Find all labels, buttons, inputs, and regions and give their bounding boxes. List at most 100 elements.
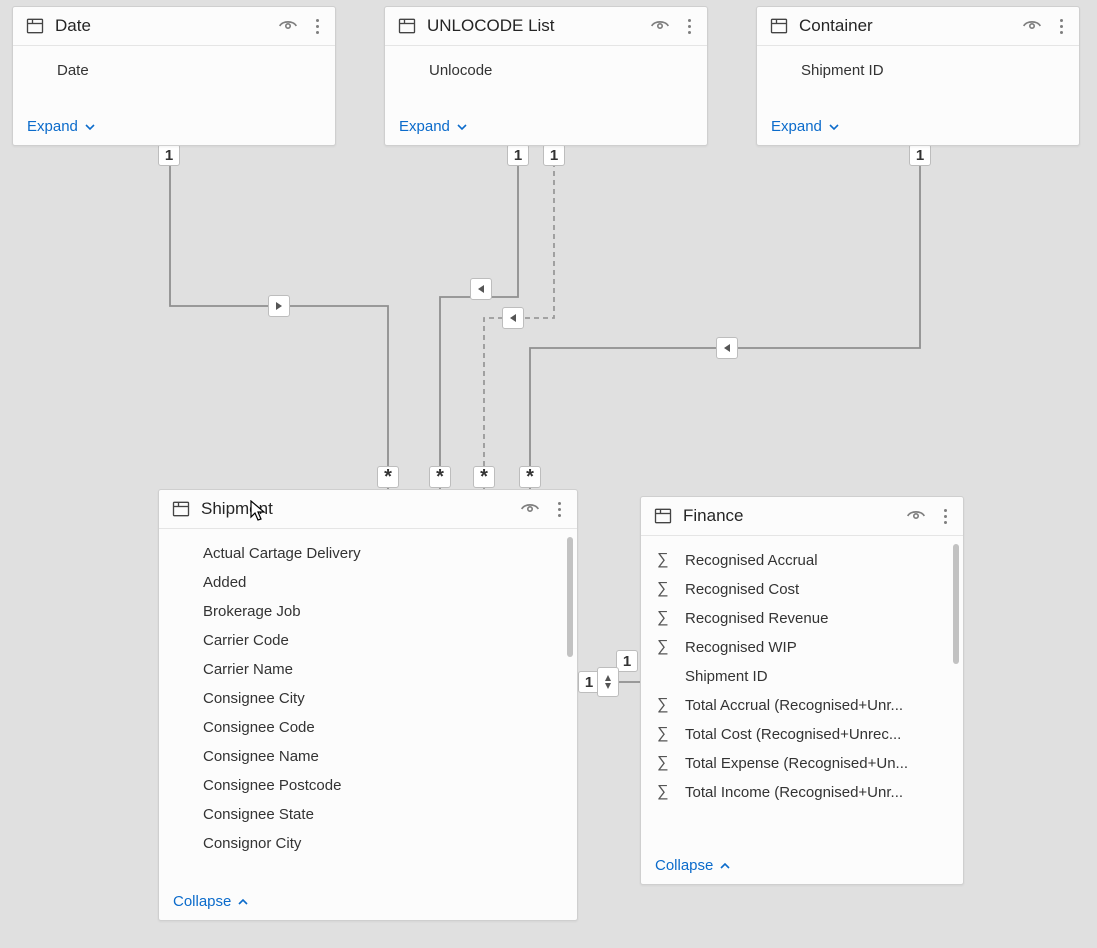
table-header[interactable]: UNLOCODE List [385, 7, 707, 46]
more-options-icon[interactable] [937, 505, 953, 527]
table-icon [171, 499, 191, 519]
more-options-icon[interactable] [551, 498, 567, 520]
field-item[interactable]: Shipment ID [641, 662, 963, 691]
expand-label: Expand [27, 118, 78, 135]
field-item[interactable]: ∑ Recognised Cost [641, 575, 963, 604]
field-item[interactable]: Consignor City [159, 829, 577, 858]
filter-direction[interactable] [716, 337, 738, 359]
chevron-down-icon [456, 121, 468, 133]
table-icon [769, 16, 789, 36]
field-item[interactable]: Date [13, 56, 335, 85]
table-shipment[interactable]: Shipment Actual Cartage Delivery Added Bro… [158, 489, 578, 921]
table-icon [397, 16, 417, 36]
table-header[interactable]: Shipment [159, 490, 577, 529]
cardinality-many: * [429, 466, 451, 488]
field-item[interactable]: Carrier Name [159, 655, 577, 684]
filter-direction[interactable] [470, 278, 492, 300]
field-item[interactable]: ∑ Recognised Accrual [641, 546, 963, 575]
field-item[interactable]: ∑ Total Cost (Recognised+Unrec... [641, 720, 963, 749]
field-item[interactable]: Consignee Name [159, 742, 577, 771]
expand-label: Expand [771, 118, 822, 135]
table-title: Date [55, 16, 267, 36]
field-label: Total Accrual (Recognised+Unr... [685, 697, 903, 714]
field-item[interactable]: Consignee Postcode [159, 771, 577, 800]
field-item[interactable]: Brokerage Job [159, 597, 577, 626]
field-item[interactable]: Actual Cartage Delivery [159, 539, 577, 568]
sigma-icon: ∑ [657, 696, 668, 714]
visibility-icon[interactable] [277, 15, 299, 37]
filter-direction[interactable] [502, 307, 524, 329]
field-item[interactable]: Consignee State [159, 800, 577, 829]
collapse-label: Collapse [173, 893, 231, 910]
table-fields: Unlocode [385, 46, 707, 112]
field-label: Consignee City [203, 690, 305, 707]
sigma-icon: ∑ [657, 551, 668, 569]
table-container[interactable]: Container Shipment ID Expand [756, 6, 1080, 146]
table-title: Finance [683, 506, 895, 526]
sigma-icon: ∑ [657, 609, 668, 627]
field-item[interactable]: Added [159, 568, 577, 597]
field-label: Brokerage Job [203, 603, 301, 620]
field-label: Consignee Postcode [203, 777, 341, 794]
visibility-icon[interactable] [905, 505, 927, 527]
field-item[interactable]: ∑ Recognised Revenue [641, 604, 963, 633]
expand-link[interactable]: Expand [399, 118, 468, 135]
table-header[interactable]: Container [757, 7, 1079, 46]
table-finance[interactable]: Finance ∑ Recognised Accrual ∑ Recognised C… [640, 496, 964, 885]
cardinality-many: * [377, 466, 399, 488]
table-header[interactable]: Date [13, 7, 335, 46]
field-item[interactable]: ∑Total Income (Recognised+Unr... [641, 778, 963, 807]
table-title: Shipment [201, 499, 509, 519]
field-label: Carrier Code [203, 632, 289, 649]
field-label: Actual Cartage Delivery [203, 545, 361, 562]
field-label: Recognised Cost [685, 581, 799, 598]
field-label: Total Cost (Recognised+Unrec... [685, 726, 901, 743]
sigma-icon: ∑ [657, 638, 668, 656]
field-item[interactable]: ∑Recognised WIP [641, 633, 963, 662]
field-label: Consignee State [203, 806, 314, 823]
filter-direction[interactable] [268, 295, 290, 317]
sigma-icon: ∑ [657, 725, 668, 743]
field-label: Recognised Accrual [685, 552, 818, 569]
visibility-icon[interactable] [1021, 15, 1043, 37]
more-options-icon[interactable] [681, 15, 697, 37]
table-title: UNLOCODE List [427, 16, 639, 36]
more-options-icon[interactable] [1053, 15, 1069, 37]
field-item[interactable]: ∑ Total Accrual (Recognised+Unr... [641, 691, 963, 720]
filter-direction-both[interactable] [597, 667, 619, 697]
expand-label: Expand [399, 118, 450, 135]
field-item[interactable]: Consignee City [159, 684, 577, 713]
collapse-link[interactable]: Collapse [173, 893, 249, 910]
field-label: Total Income (Recognised+Unr... [685, 784, 903, 801]
more-options-icon[interactable] [309, 15, 325, 37]
expand-link[interactable]: Expand [771, 118, 840, 135]
field-label: Added [203, 574, 246, 591]
table-header[interactable]: Finance [641, 497, 963, 536]
field-label: Recognised Revenue [685, 610, 828, 627]
expand-link[interactable]: Expand [27, 118, 96, 135]
sigma-icon: ∑ [657, 580, 668, 598]
collapse-link[interactable]: Collapse [655, 857, 731, 874]
field-label: Consignor City [203, 835, 301, 852]
field-label: Consignee Name [203, 748, 319, 765]
chevron-down-icon [84, 121, 96, 133]
field-item[interactable]: Shipment ID [757, 56, 1079, 85]
table-fields: Date [13, 46, 335, 112]
table-fields: Shipment ID [757, 46, 1079, 112]
cardinality-many: * [519, 466, 541, 488]
field-item[interactable]: Carrier Code [159, 626, 577, 655]
visibility-icon[interactable] [649, 15, 671, 37]
field-label: Shipment ID [685, 668, 768, 685]
table-unlocode[interactable]: UNLOCODE List Unlocode Expand [384, 6, 708, 146]
table-date[interactable]: Date Date Expand [12, 6, 336, 146]
table-icon [25, 16, 45, 36]
field-item[interactable]: ∑Total Expense (Recognised+Un... [641, 749, 963, 778]
visibility-icon[interactable] [519, 498, 541, 520]
rel-container-shipment[interactable] [530, 144, 920, 489]
field-item[interactable]: Unlocode [385, 56, 707, 85]
cardinality-1: 1 [543, 144, 565, 166]
table-fields: ∑Recognised Accrual∑Recognised Cost∑Reco… [641, 536, 963, 851]
table-fields: Actual Cartage Delivery Added Brokerage Jo… [159, 529, 577, 887]
cardinality-1: 1 [909, 144, 931, 166]
field-item[interactable]: Consignee Code [159, 713, 577, 742]
